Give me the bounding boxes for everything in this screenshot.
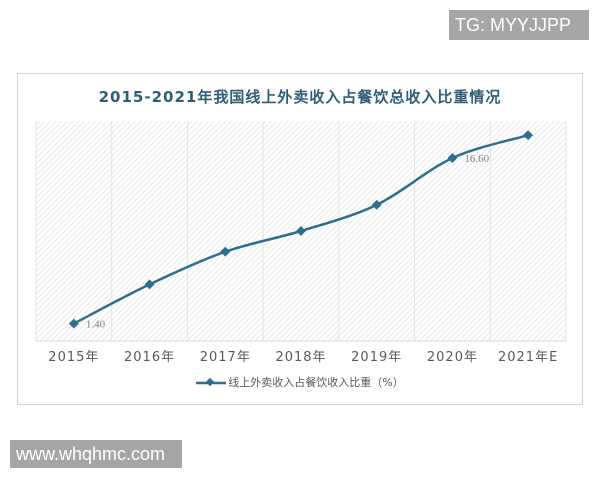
data-point-marker: [144, 279, 155, 290]
x-axis-labels: 2015年 2016年 2017年 2018年 2019年 2020年 2021年E: [18, 346, 582, 366]
legend-line-icon: [196, 377, 227, 389]
x-axis-tick-label: 2015年: [48, 350, 100, 365]
data-label: 16.60: [464, 153, 489, 165]
data-label: 1.40: [86, 319, 106, 331]
chart-title: 2015-2021年我国线上外卖收入占餐饮总收入比重情况: [98, 88, 502, 106]
data-point-marker: [68, 318, 79, 329]
x-axis-tick-label: 2016年: [124, 350, 176, 365]
data-point-marker: [371, 199, 382, 210]
x-axis-tick-label: 2019年: [351, 350, 403, 365]
data-point-marker: [220, 246, 231, 257]
legend: 线上外卖收入占餐饮收入比重（%）: [18, 374, 582, 390]
watermark-bottom-left: www.whqhmc.com: [10, 440, 182, 468]
watermark-top-right: TG: MYYJJPP: [449, 10, 589, 40]
gridlines: [35, 121, 567, 341]
x-axis-tick-label: 2020年: [426, 350, 478, 365]
plot-area: 1.40 16.60: [35, 121, 567, 342]
data-labels: 1.40 16.60: [86, 153, 490, 331]
data-point-marker: [296, 226, 306, 236]
chart-container: 2015-2021年我国线上外卖收入占餐饮总收入比重情况 1.40 16.60 2…: [17, 73, 583, 405]
x-axis-tick-label: 2021年E: [497, 350, 559, 365]
x-axis-tick-label: 2017年: [199, 350, 251, 365]
x-axis-tick-label: 2018年: [275, 350, 327, 365]
legend-label: 线上外卖收入占餐饮收入比重（%）: [228, 376, 404, 389]
